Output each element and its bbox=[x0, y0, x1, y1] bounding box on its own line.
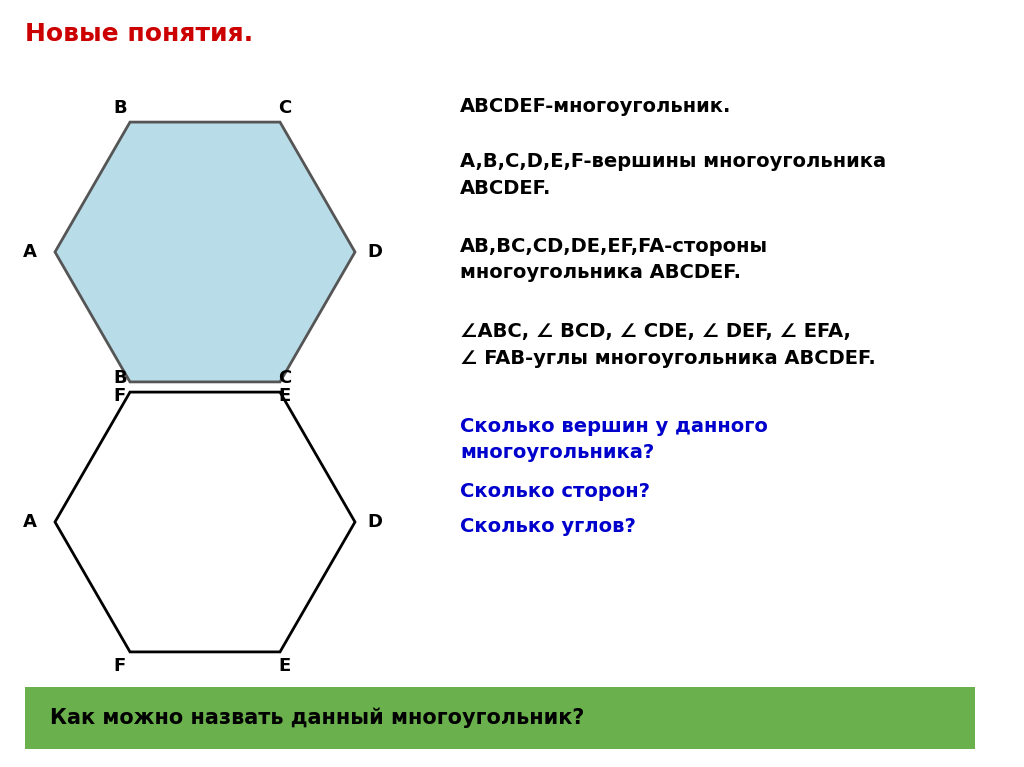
Text: A,B,C,D,E,F-вершины многоугольника
ABCDEF.: A,B,C,D,E,F-вершины многоугольника ABCDE… bbox=[460, 152, 886, 197]
Text: D: D bbox=[368, 513, 383, 531]
Text: B: B bbox=[114, 99, 127, 117]
Text: ∠ABC, ∠ BCD, ∠ CDE, ∠ DEF, ∠ EFA,
∠ FAB-углы многоугольника ABCDEF.: ∠ABC, ∠ BCD, ∠ CDE, ∠ DEF, ∠ EFA, ∠ FAB-… bbox=[460, 322, 876, 367]
Text: F: F bbox=[114, 387, 126, 405]
Text: E: E bbox=[279, 387, 291, 405]
Polygon shape bbox=[55, 122, 355, 382]
Text: Сколько вершин у данного
многоугольника?: Сколько вершин у данного многоугольника? bbox=[460, 417, 768, 463]
Text: A: A bbox=[24, 513, 37, 531]
Text: AB,BC,CD,DE,EF,FA-стороны
многоугольника ABCDEF.: AB,BC,CD,DE,EF,FA-стороны многоугольника… bbox=[460, 237, 768, 282]
Text: Как можно назвать данный многоугольник?: Как можно назвать данный многоугольник? bbox=[50, 708, 585, 728]
Text: Сколько сторон?: Сколько сторон? bbox=[460, 482, 650, 501]
Polygon shape bbox=[55, 392, 355, 652]
Text: F: F bbox=[114, 657, 126, 675]
Text: C: C bbox=[279, 369, 292, 387]
Text: C: C bbox=[279, 99, 292, 117]
Text: ABCDEF-многоугольник.: ABCDEF-многоугольник. bbox=[460, 97, 731, 116]
Text: A: A bbox=[24, 243, 37, 261]
Text: Новые понятия.: Новые понятия. bbox=[25, 22, 253, 46]
FancyBboxPatch shape bbox=[25, 687, 975, 749]
Text: D: D bbox=[368, 243, 383, 261]
Text: E: E bbox=[279, 657, 291, 675]
Text: Сколько углов?: Сколько углов? bbox=[460, 517, 636, 536]
Text: B: B bbox=[114, 369, 127, 387]
